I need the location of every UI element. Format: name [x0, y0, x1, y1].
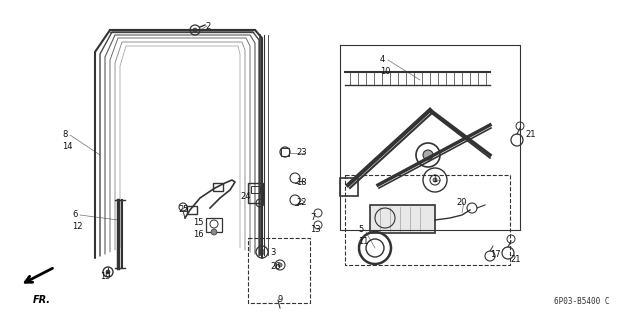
Bar [281, 148, 289, 156]
Text: 25: 25 [178, 205, 189, 214]
Text: 10: 10 [380, 67, 390, 76]
Text: 11: 11 [358, 237, 369, 246]
Text: 12: 12 [72, 222, 83, 231]
Text: 4: 4 [380, 55, 385, 64]
Bar [206, 218, 222, 232]
Text: 15: 15 [193, 218, 204, 227]
Text: 21: 21 [525, 130, 536, 139]
Text: 22: 22 [296, 198, 307, 207]
Text: 24: 24 [240, 192, 250, 201]
Text: 17: 17 [490, 250, 500, 259]
Circle shape [193, 28, 197, 32]
Text: 20: 20 [456, 198, 467, 207]
Bar [248, 183, 263, 203]
Text: 1: 1 [432, 175, 437, 184]
Text: 5: 5 [358, 225, 364, 234]
Text: FR.: FR. [33, 295, 51, 305]
Text: 16: 16 [193, 230, 204, 239]
Text: 6P03-B5400 C: 6P03-B5400 C [554, 297, 610, 306]
Text: 8: 8 [62, 130, 67, 139]
Circle shape [423, 150, 433, 160]
Text: 6: 6 [72, 210, 77, 219]
Text: 9: 9 [278, 295, 284, 304]
Text: 2: 2 [205, 22, 211, 31]
Text: 7: 7 [310, 213, 316, 222]
Text: 19: 19 [100, 272, 111, 281]
Bar [213, 183, 223, 191]
Text: 23: 23 [296, 148, 307, 157]
Text: 18: 18 [296, 178, 307, 187]
Circle shape [211, 229, 217, 235]
Text: 26: 26 [270, 262, 280, 271]
Text: 3: 3 [270, 248, 275, 257]
Circle shape [433, 178, 437, 182]
Bar [340, 178, 358, 196]
Bar [370, 205, 435, 233]
Text: 21: 21 [510, 255, 520, 264]
Text: 13: 13 [310, 225, 321, 234]
Text: 14: 14 [62, 142, 72, 151]
Bar [251, 186, 260, 193]
Circle shape [278, 263, 282, 267]
Bar [187, 206, 197, 214]
Circle shape [259, 249, 264, 255]
Circle shape [106, 270, 110, 274]
Bar [248, 238, 310, 303]
